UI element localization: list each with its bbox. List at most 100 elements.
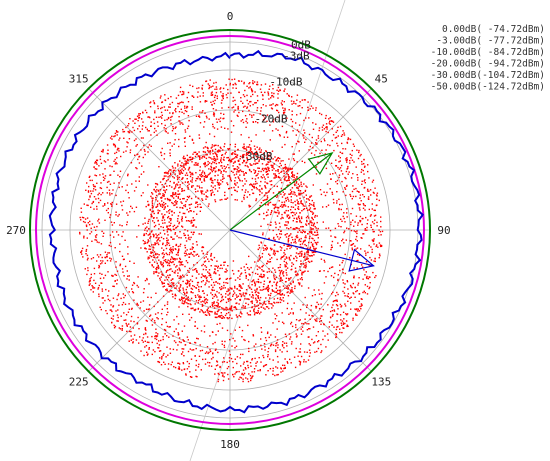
scatter-point <box>156 200 159 202</box>
scatter-point <box>308 237 311 240</box>
scatter-point <box>260 107 262 109</box>
scatter-point <box>147 222 149 224</box>
scatter-point <box>116 298 118 301</box>
scatter-point <box>337 274 339 276</box>
scatter-point <box>190 236 192 239</box>
scatter-point <box>183 302 185 305</box>
scatter-point <box>188 167 190 170</box>
scatter-point <box>229 287 231 289</box>
scatter-point <box>206 346 209 348</box>
scatter-point <box>220 91 222 93</box>
scatter-point <box>162 215 164 217</box>
scatter-point <box>338 208 340 211</box>
scatter-point <box>264 349 266 351</box>
scatter-point <box>359 305 361 308</box>
scatter-point <box>195 268 197 270</box>
scatter-point <box>281 170 283 173</box>
scatter-point <box>307 109 309 111</box>
scatter-point <box>205 157 208 160</box>
scatter-point <box>259 204 261 207</box>
scatter-point <box>262 152 265 155</box>
scatter-point <box>180 108 182 110</box>
scatter-point <box>199 311 201 313</box>
scatter-point <box>208 272 210 274</box>
scatter-point <box>270 221 272 223</box>
scatter-point <box>169 149 171 151</box>
scatter-point <box>149 255 151 257</box>
scatter-point <box>215 118 218 120</box>
scatter-point <box>285 287 288 289</box>
scatter-point <box>203 193 205 195</box>
scatter-point <box>106 152 109 155</box>
scatter-point <box>159 97 162 99</box>
scatter-point <box>235 173 238 175</box>
scatter-point <box>277 207 279 209</box>
scatter-point <box>282 167 284 169</box>
scatter-point <box>166 231 169 233</box>
scatter-point <box>311 260 313 262</box>
scatter-point <box>288 333 291 335</box>
scatter-point <box>194 268 196 271</box>
scatter-point <box>248 206 251 208</box>
scatter-point <box>156 183 158 185</box>
scatter-point <box>192 185 194 187</box>
scatter-point <box>305 264 307 266</box>
scatter-point <box>295 103 297 105</box>
scatter-point <box>252 375 254 377</box>
scatter-point <box>91 179 93 182</box>
scatter-point <box>211 278 213 281</box>
scatter-point <box>341 203 343 206</box>
scatter-point <box>190 203 193 205</box>
scatter-point <box>172 194 174 196</box>
scatter-point <box>140 149 142 151</box>
scatter-point <box>342 279 344 281</box>
scatter-point <box>336 183 339 185</box>
scatter-point <box>227 378 230 380</box>
scatter-point <box>307 223 310 225</box>
scatter-point <box>345 158 347 160</box>
scatter-point <box>364 250 366 252</box>
scatter-point <box>361 217 363 220</box>
scatter-point <box>354 286 356 289</box>
scatter-point <box>247 285 250 287</box>
scatter-point <box>272 253 275 255</box>
scatter-point <box>266 197 269 199</box>
scatter-point <box>191 186 193 188</box>
scatter-point <box>291 262 293 264</box>
scatter-point <box>261 276 263 279</box>
scatter-point <box>164 198 166 200</box>
scatter-point <box>296 129 299 131</box>
scatter-point <box>302 323 305 325</box>
scatter-point <box>242 380 244 383</box>
scatter-point <box>255 134 257 136</box>
scatter-point <box>157 211 159 214</box>
scatter-point <box>351 198 353 200</box>
scatter-point <box>197 366 200 368</box>
scatter-point <box>276 339 279 341</box>
scatter-point <box>212 297 214 299</box>
scatter-point <box>162 243 164 246</box>
scatter-point <box>278 289 281 292</box>
scatter-point <box>266 114 269 116</box>
scatter-point <box>147 239 149 241</box>
scatter-point <box>260 276 262 278</box>
scatter-point <box>351 243 354 246</box>
scatter-point <box>293 102 295 104</box>
scatter-point <box>216 121 218 123</box>
scatter-point <box>272 367 274 370</box>
scatter-point <box>346 281 349 283</box>
scatter-point <box>172 191 174 194</box>
scatter-point <box>104 299 106 302</box>
scatter-point <box>159 277 161 280</box>
scatter-point <box>131 284 134 286</box>
scatter-point <box>306 209 309 211</box>
scatter-point <box>153 256 155 258</box>
scatter-point <box>217 351 219 354</box>
scatter-point <box>147 256 149 258</box>
scatter-point <box>271 307 273 309</box>
scatter-point <box>226 277 229 280</box>
scatter-point <box>186 261 189 264</box>
scatter-point <box>131 207 133 209</box>
scatter-point <box>202 263 204 266</box>
scatter-point <box>310 309 312 311</box>
